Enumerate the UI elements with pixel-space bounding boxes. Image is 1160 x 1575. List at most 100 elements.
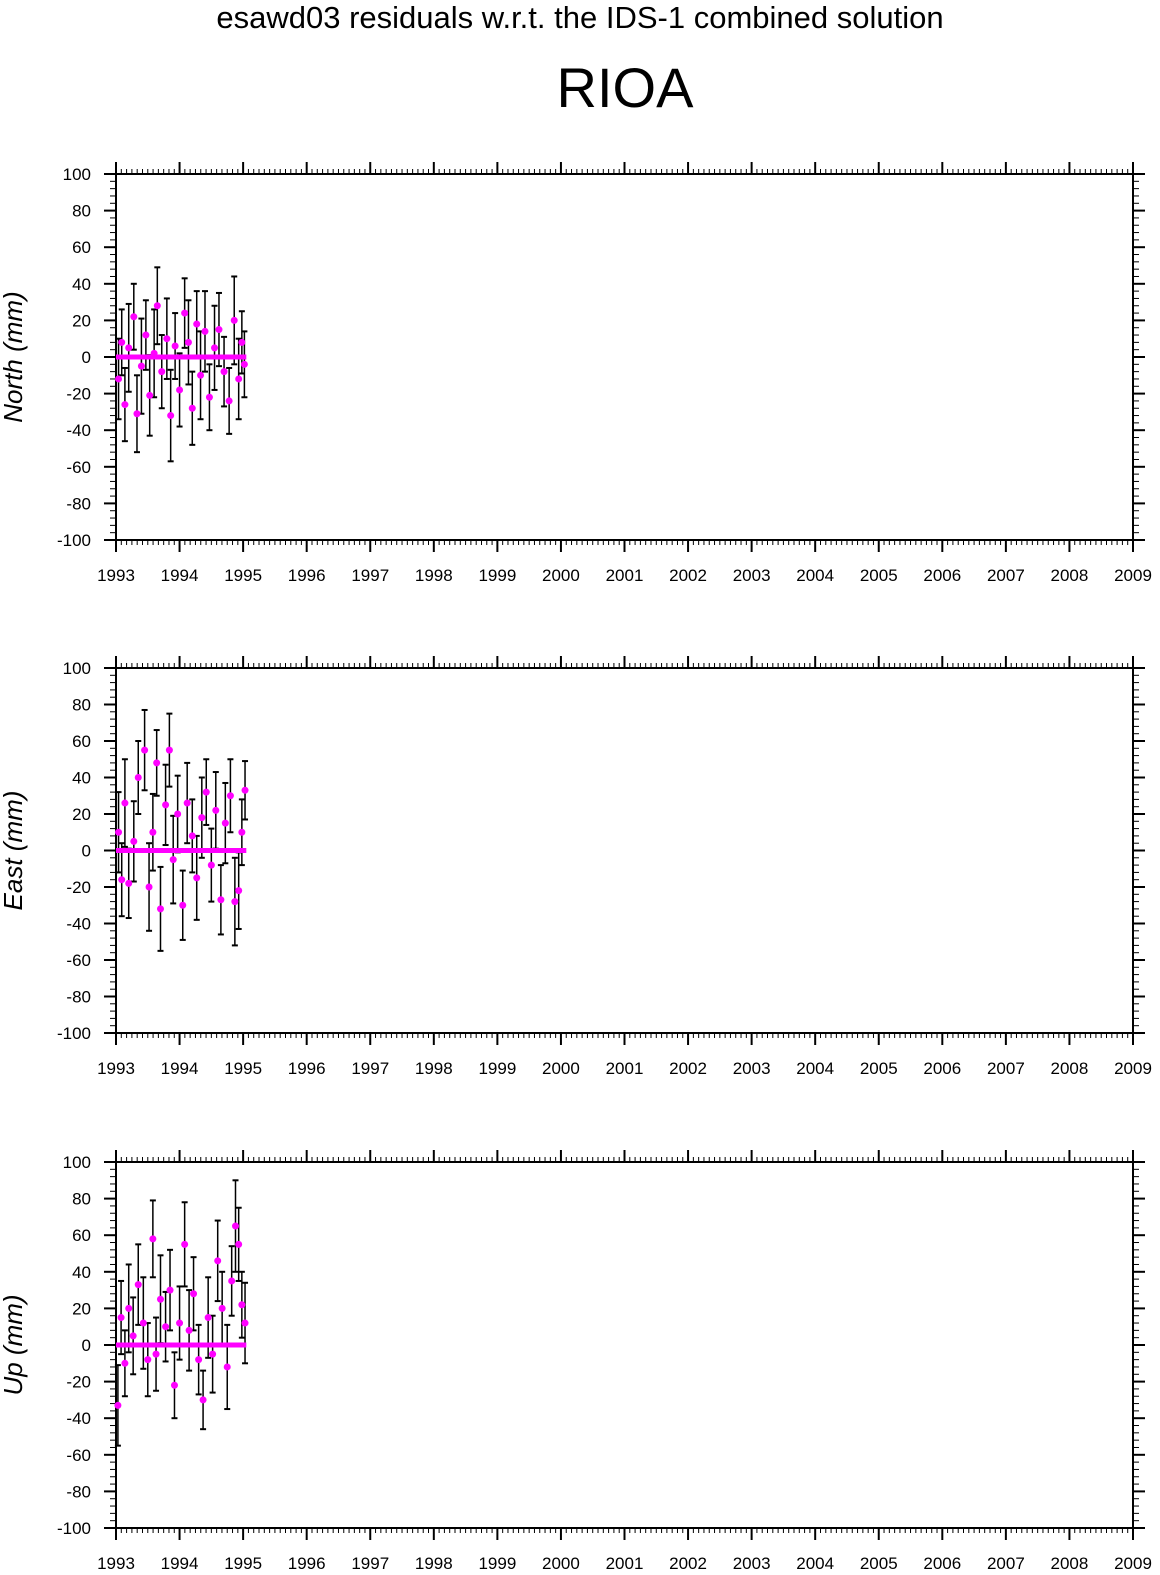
data-point xyxy=(146,391,154,399)
data-point xyxy=(190,1290,198,1298)
data-point xyxy=(238,828,246,836)
data-point xyxy=(181,309,189,317)
y-tick-label: 40 xyxy=(72,1263,91,1282)
x-tick-label: 2008 xyxy=(1051,1059,1089,1078)
x-tick-label: 1994 xyxy=(161,1554,199,1573)
data-point xyxy=(193,320,201,328)
data-point xyxy=(139,1319,147,1327)
y-tick-label: -20 xyxy=(66,385,91,404)
x-tick-label: 2000 xyxy=(542,566,580,585)
data-point xyxy=(125,344,133,352)
y-tick-label: -40 xyxy=(66,1409,91,1428)
y-tick-label: -60 xyxy=(66,1446,91,1465)
x-tick-label: 2003 xyxy=(733,566,771,585)
y-tick-label: -100 xyxy=(57,1519,91,1538)
data-point xyxy=(238,338,246,346)
data-point xyxy=(156,905,164,913)
data-point xyxy=(230,316,238,324)
data-point xyxy=(145,883,153,891)
data-point xyxy=(152,1350,160,1358)
data-point xyxy=(223,1363,231,1371)
x-tick-label: 2002 xyxy=(669,1554,707,1573)
data-point xyxy=(201,327,209,335)
figure-title: esawd03 residuals w.r.t. the IDS-1 combi… xyxy=(216,0,944,35)
data-point xyxy=(137,362,145,370)
y-tick-label: 0 xyxy=(82,348,91,367)
data-point xyxy=(142,331,150,339)
data-point xyxy=(209,1350,217,1358)
x-tick-label: 1998 xyxy=(415,566,453,585)
y-tick-label: 100 xyxy=(63,1153,91,1172)
x-tick-label: 2000 xyxy=(542,1554,580,1573)
data-point xyxy=(235,1240,243,1248)
data-point xyxy=(240,360,248,368)
data-point xyxy=(176,1319,184,1327)
data-point xyxy=(170,1381,178,1389)
data-point xyxy=(118,876,126,884)
data-point xyxy=(133,410,141,418)
y-axis-label: Up (mm) xyxy=(0,1294,28,1395)
y-axis-label: East (mm) xyxy=(0,791,28,911)
data-point xyxy=(188,404,196,412)
x-tick-label: 2008 xyxy=(1051,1554,1089,1573)
data-point xyxy=(130,837,138,845)
x-tick-label: 2003 xyxy=(733,1554,771,1573)
data-point xyxy=(185,1326,193,1334)
data-point xyxy=(166,1286,174,1294)
data-point xyxy=(118,338,126,346)
x-tick-label: 2003 xyxy=(733,1059,771,1078)
data-point xyxy=(153,759,161,767)
data-point xyxy=(153,302,161,310)
x-tick-label: 2004 xyxy=(796,1554,834,1573)
x-tick-label: 2007 xyxy=(987,1554,1025,1573)
data-point xyxy=(212,806,220,814)
x-tick-label: 1999 xyxy=(478,566,516,585)
x-tick-label: 1996 xyxy=(288,566,326,585)
x-tick-label: 1999 xyxy=(478,1554,516,1573)
data-point xyxy=(231,1222,239,1230)
data-point xyxy=(195,1356,203,1364)
data-point xyxy=(171,342,179,350)
data-point xyxy=(235,887,243,895)
data-point xyxy=(165,746,173,754)
data-point xyxy=(141,746,149,754)
y-tick-label: -80 xyxy=(66,1482,91,1501)
x-tick-label: 1997 xyxy=(351,1554,389,1573)
y-tick-label: 80 xyxy=(72,202,91,221)
plot-frame xyxy=(115,667,1134,1034)
data-point xyxy=(215,326,223,334)
data-point xyxy=(218,1304,226,1312)
data-point xyxy=(181,1240,189,1248)
data-point xyxy=(121,1359,129,1367)
data-point xyxy=(205,393,213,401)
data-point xyxy=(214,1257,222,1265)
y-tick-label: 60 xyxy=(72,238,91,257)
data-point xyxy=(149,828,157,836)
x-tick-label: 2009 xyxy=(1114,566,1152,585)
data-point xyxy=(228,1277,236,1285)
x-tick-label: 1999 xyxy=(478,1059,516,1078)
x-tick-label: 1998 xyxy=(415,1554,453,1573)
y-tick-label: -80 xyxy=(66,494,91,513)
x-tick-label: 1995 xyxy=(224,566,262,585)
y-tick-label: -60 xyxy=(66,458,91,477)
data-point xyxy=(162,1323,170,1331)
x-tick-label: 2002 xyxy=(669,1059,707,1078)
data-point xyxy=(121,401,129,409)
data-point xyxy=(176,386,184,394)
panel-east: 1993 1994 1995 1996 1997 1998 1999 2000 2001 2002… xyxy=(0,656,1152,1078)
x-tick-label: 2002 xyxy=(669,566,707,585)
y-tick-label: 100 xyxy=(63,659,91,678)
y-tick-label: -100 xyxy=(57,1024,91,1043)
data-point xyxy=(158,368,166,376)
y-tick-label: 20 xyxy=(72,1299,91,1318)
y-tick-label: 60 xyxy=(72,1226,91,1245)
x-tick-label: 2000 xyxy=(542,1059,580,1078)
x-tick-label: 1993 xyxy=(97,566,135,585)
data-point xyxy=(188,832,196,840)
data-point xyxy=(198,814,206,822)
x-tick-label: 1993 xyxy=(97,1554,135,1573)
x-tick-label: 1997 xyxy=(351,1059,389,1078)
x-tick-label: 2009 xyxy=(1114,1554,1152,1573)
data-point xyxy=(226,792,234,800)
